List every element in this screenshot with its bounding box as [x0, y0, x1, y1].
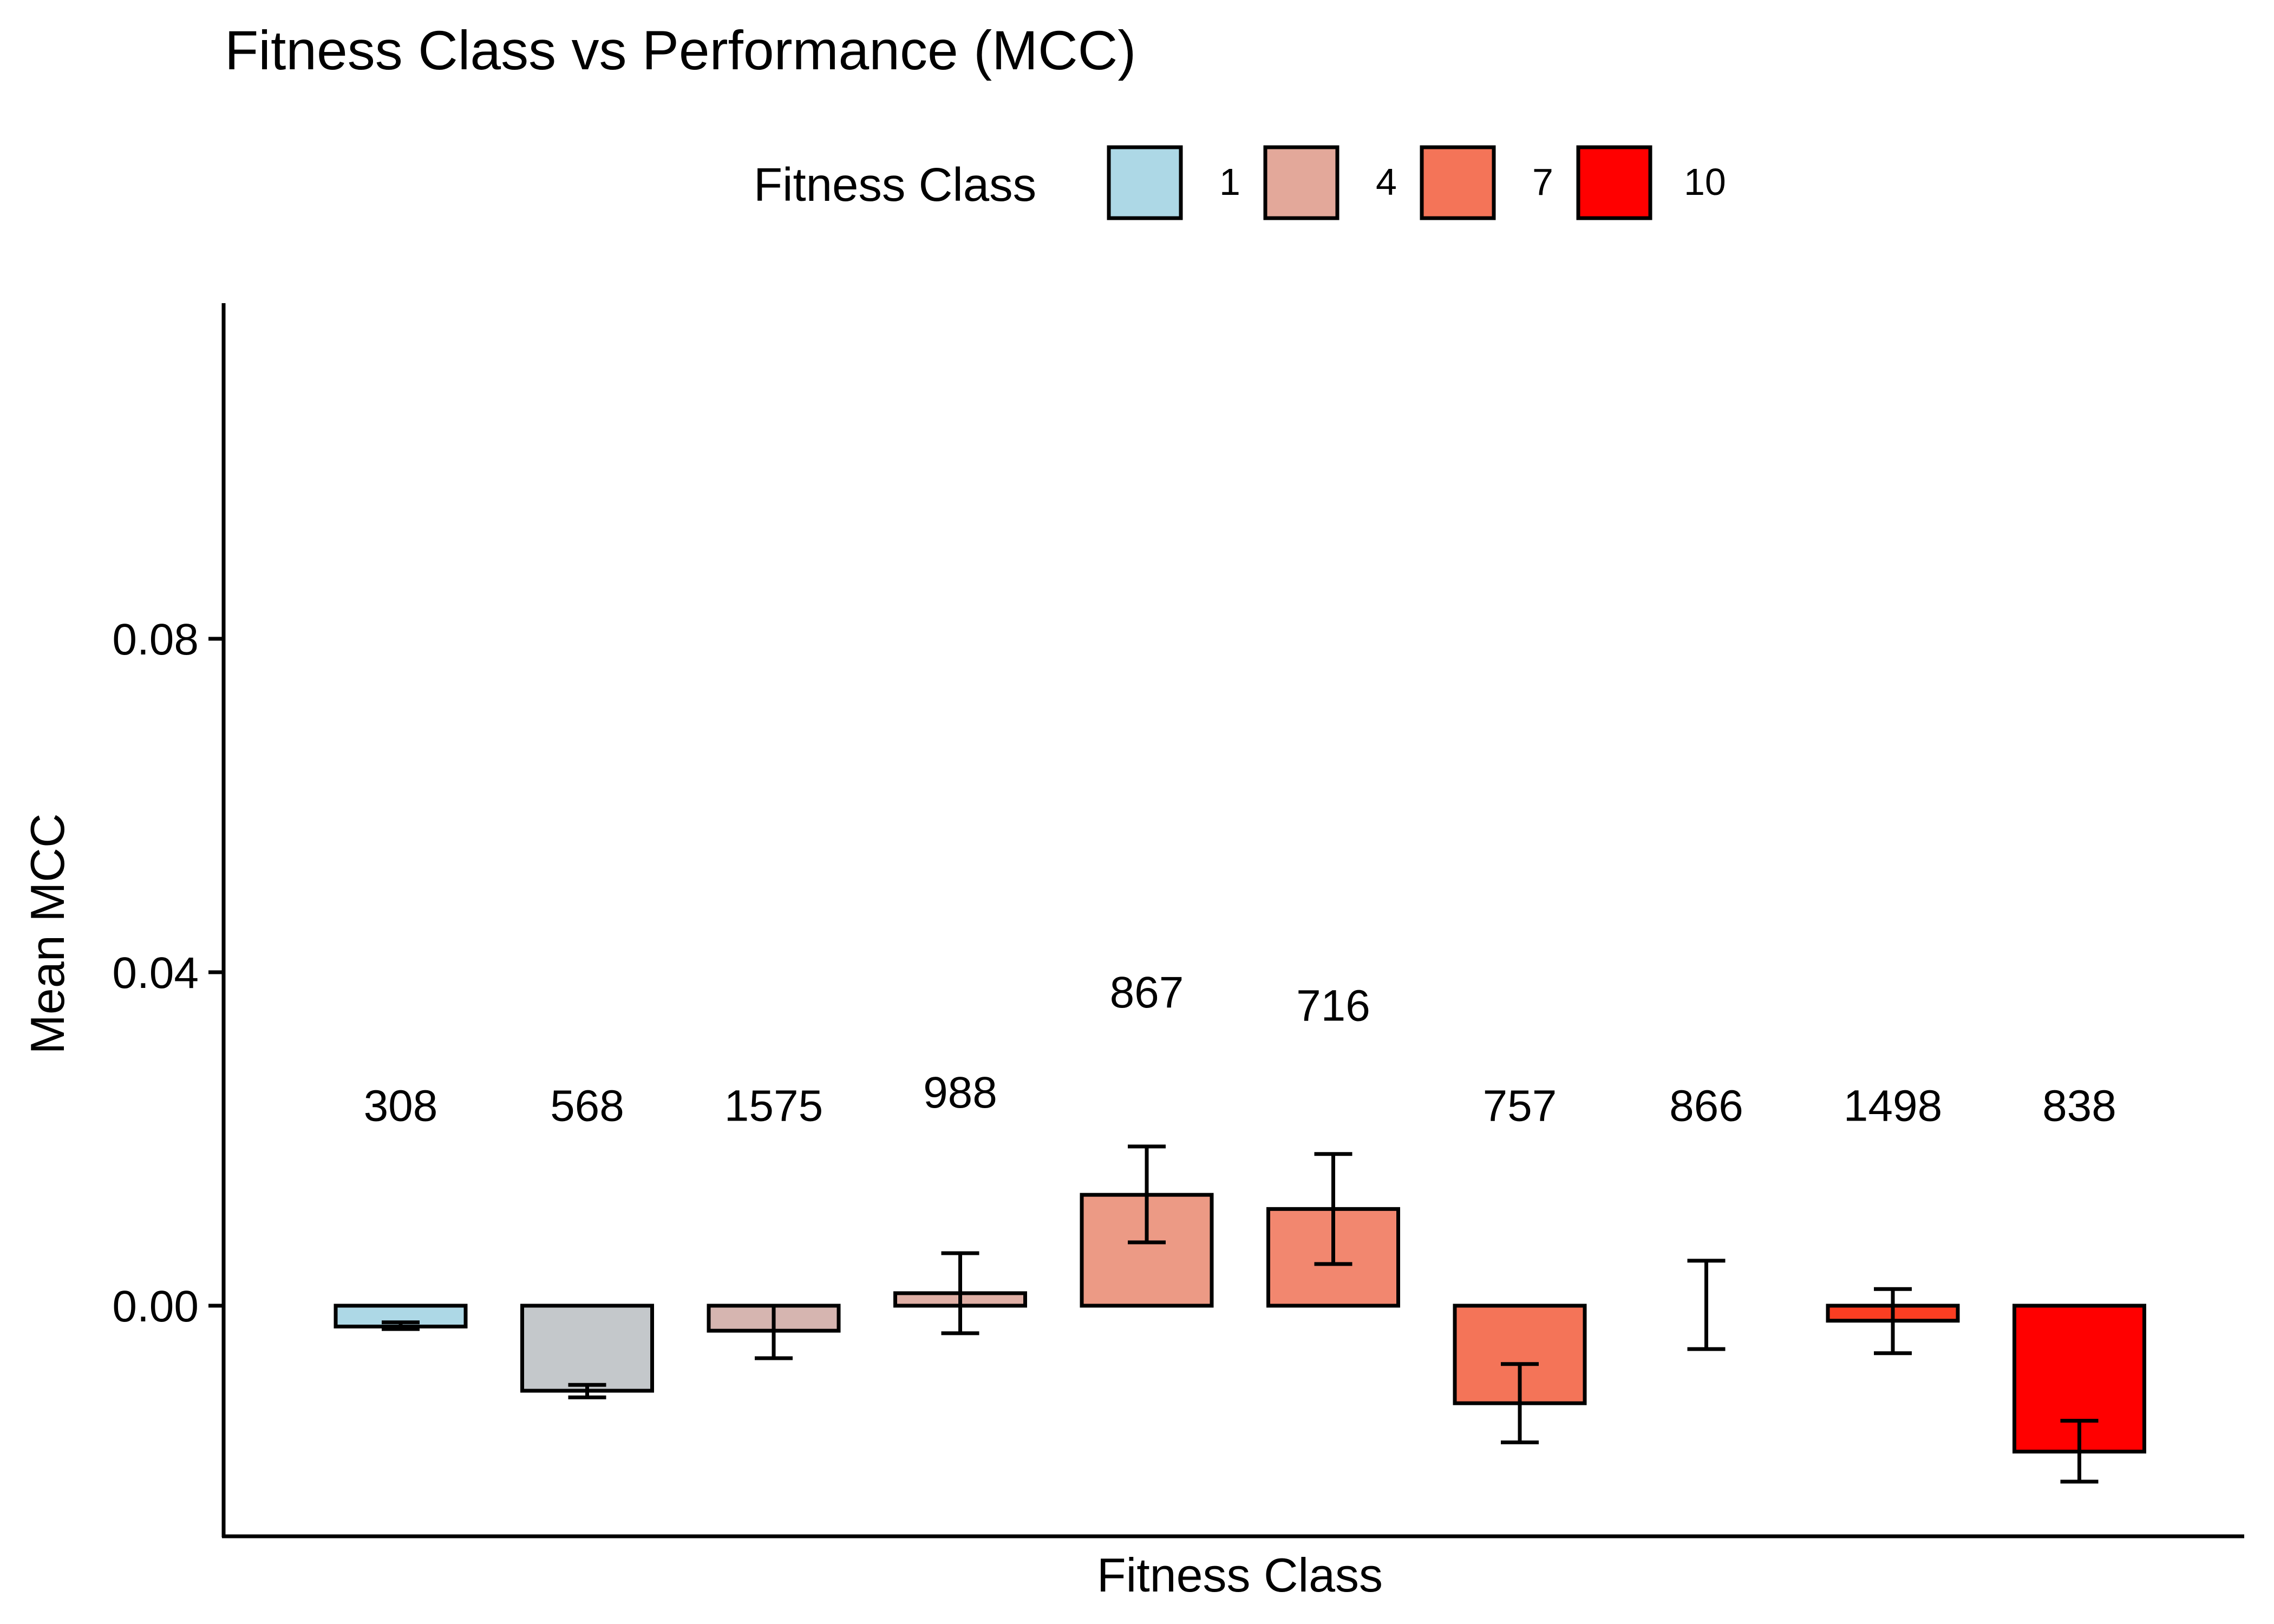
legend-label: 7	[1532, 161, 1553, 203]
legend-label: 1	[1219, 161, 1240, 203]
count-label: 716	[1296, 981, 1370, 1031]
bar	[520, 1304, 654, 1393]
count-label: 838	[2042, 1081, 2116, 1130]
y-tick-label: 0.00	[112, 1282, 199, 1331]
legend-label: 10	[1684, 161, 1726, 203]
count-label: 308	[364, 1081, 438, 1130]
y-tick-label: 0.08	[112, 615, 199, 664]
count-label: 757	[1483, 1081, 1557, 1130]
count-label: 568	[550, 1081, 624, 1130]
legend-key	[1107, 145, 1183, 220]
count-label: 866	[1669, 1081, 1743, 1130]
legend: Fitness Class 1 4 7 10	[754, 145, 1726, 220]
count-label: 1575	[724, 1081, 823, 1130]
legend-title: Fitness Class	[754, 159, 1036, 211]
x-axis-title: Fitness Class	[1097, 1548, 1383, 1602]
count-label: 1498	[1844, 1081, 1942, 1130]
legend-key	[1576, 145, 1652, 220]
y-axis-title: Mean MCC	[21, 814, 74, 1055]
legend-key	[1420, 145, 1496, 220]
count-label: 867	[1110, 968, 1184, 1017]
legend-key	[1263, 145, 1339, 220]
chart-title: Fitness Class vs Performance (MCC)	[225, 19, 1136, 81]
legend-label: 4	[1376, 161, 1397, 203]
count-label: 988	[923, 1068, 997, 1117]
plot-area: 0.00 0.04 0.08 308 568 1575 988 867 716 757 866 149…	[112, 303, 2244, 1538]
y-tick-label: 0.04	[112, 948, 199, 998]
